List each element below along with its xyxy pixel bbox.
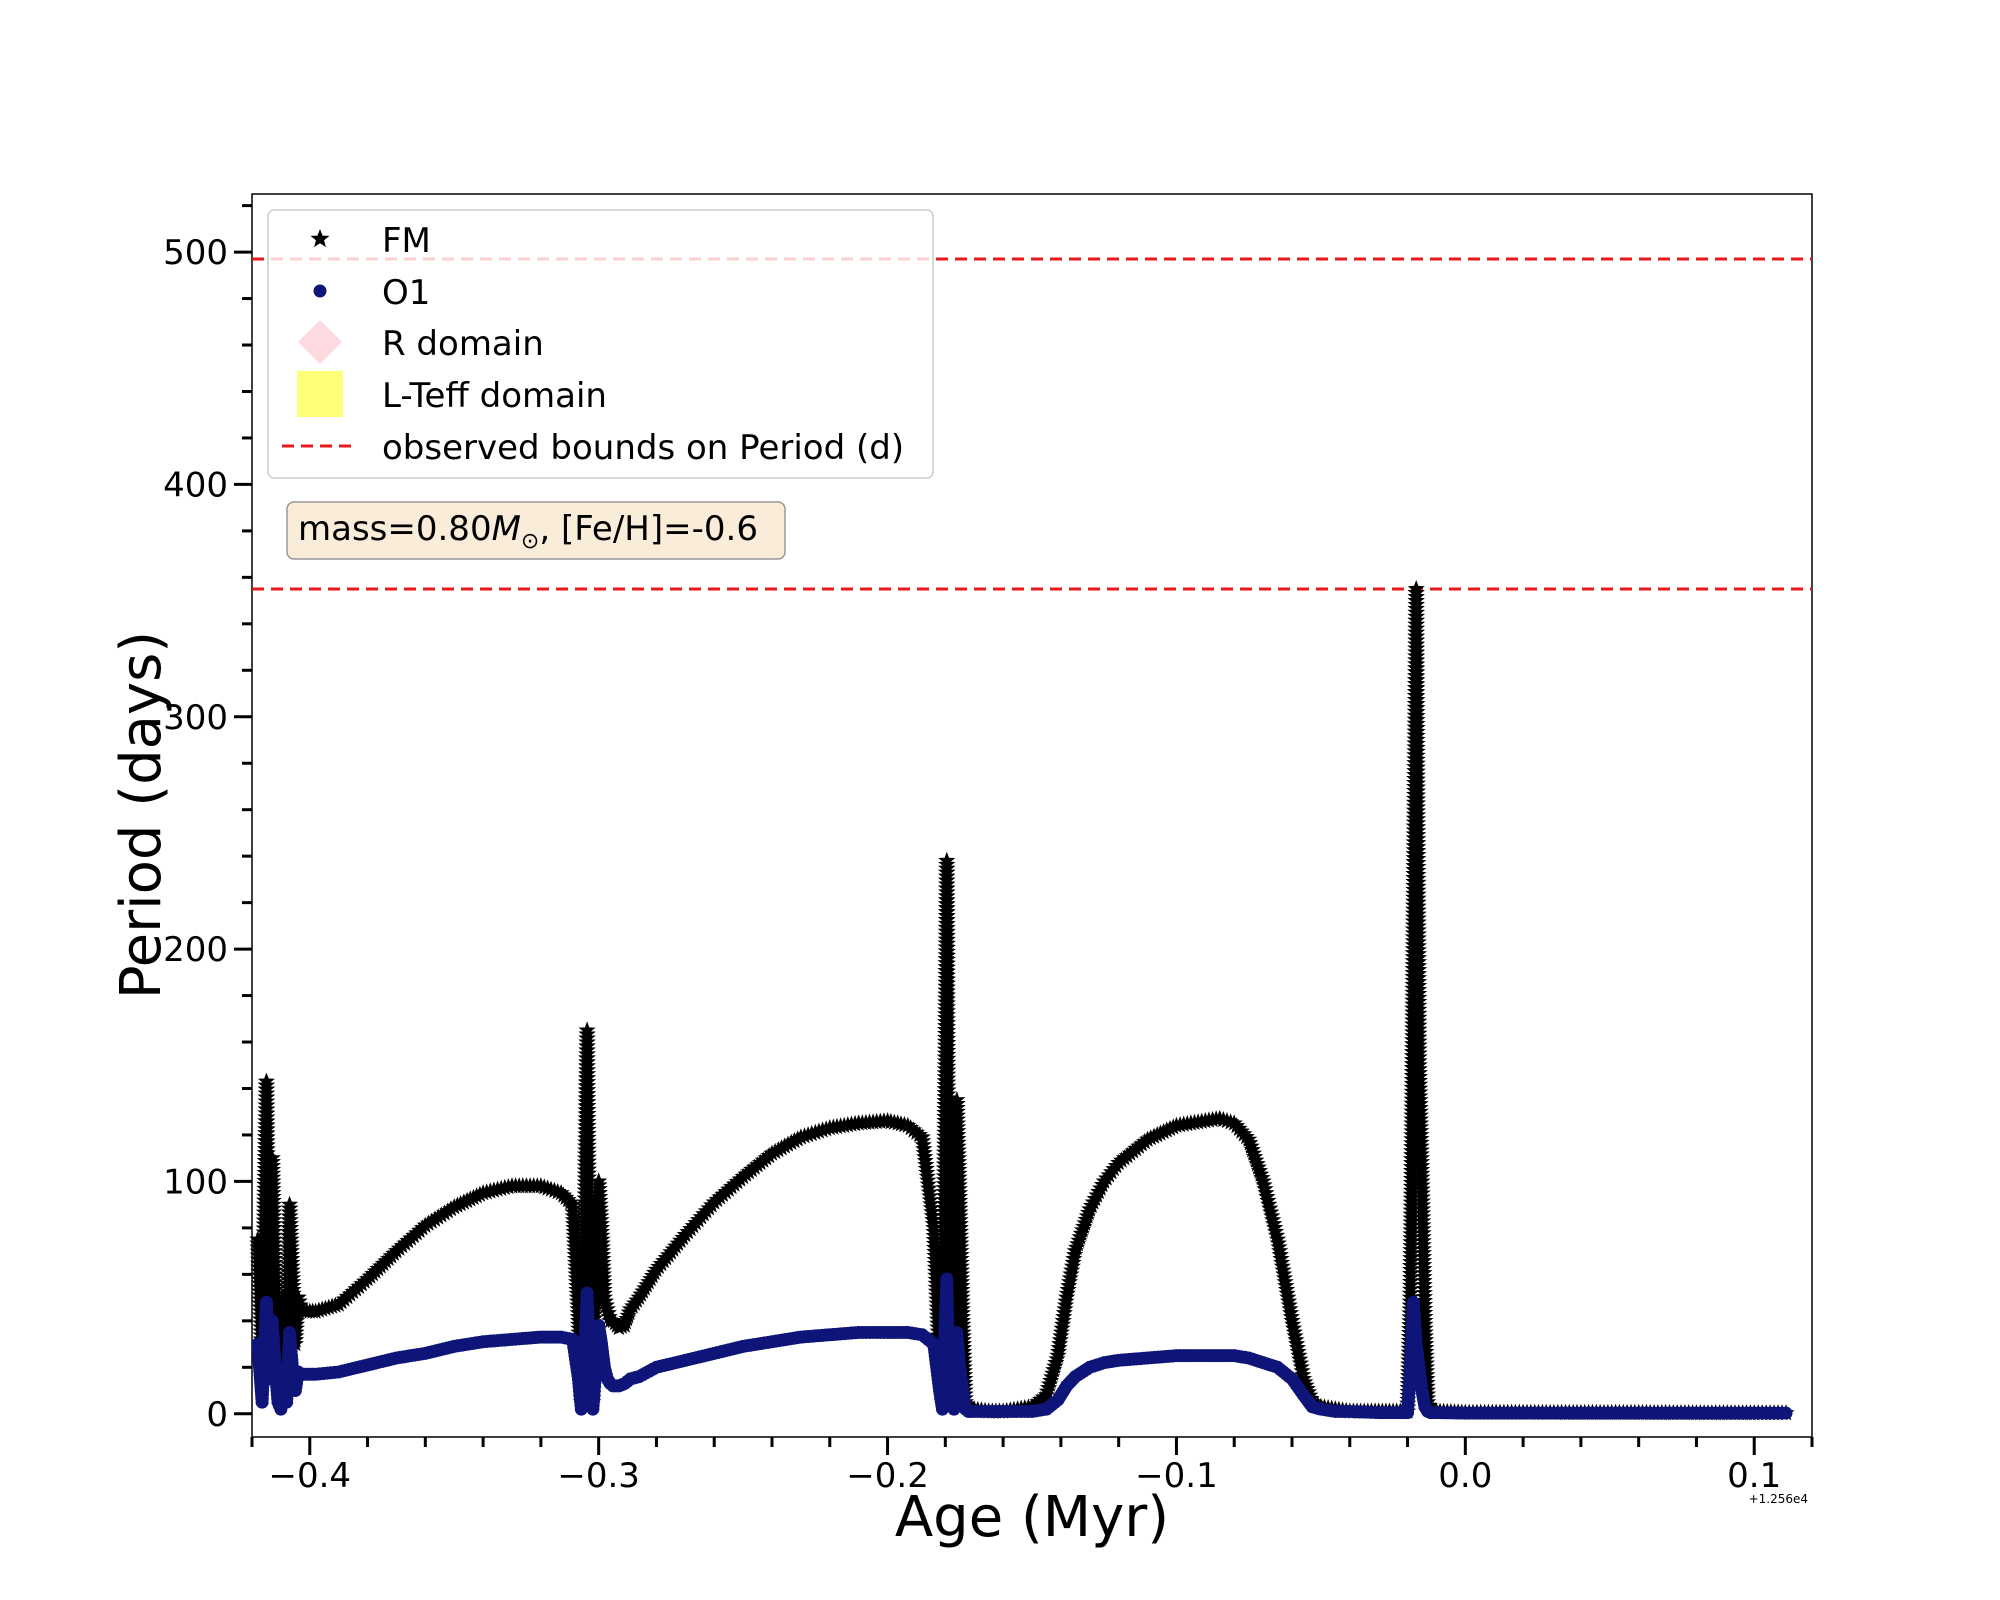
y-axis: 0 100 200 300 400 500: [163, 204, 252, 1435]
y-tick-label: 200: [163, 930, 228, 970]
y-tick-label: 300: [163, 698, 228, 738]
legend-frame: [267, 209, 934, 479]
fm-point: [561, 1193, 579, 1210]
x-tick-label: 0.1: [1727, 1456, 1781, 1496]
legend-item-o1: O1: [313, 273, 430, 313]
fm-point: [1230, 1119, 1248, 1136]
fm-point: [910, 1126, 928, 1143]
legend-label: R domain: [382, 324, 544, 364]
fm-point: [905, 1121, 923, 1138]
series-layer: [249, 580, 1795, 1421]
fm-point: [899, 1116, 917, 1133]
x-tick-label: −0.2: [846, 1456, 929, 1496]
fm-point: [1237, 1127, 1255, 1145]
fm-point: [552, 1184, 570, 1201]
y-tick-label: 0: [206, 1395, 228, 1435]
legend: FM O1 R domain L-Teff domain observed bounds…: [267, 209, 934, 479]
fm-point: [554, 1186, 572, 1203]
legend-label: FM: [382, 221, 431, 261]
x-tick-label: −0.4: [268, 1456, 351, 1496]
x-axis: −0.4 −0.3 −0.2 −0.1 0.0 0.1: [250, 1437, 1814, 1496]
annotation-text: mass=0.80M⊙, [Fe/H]=-0.6: [298, 509, 758, 554]
fm-point: [902, 1119, 920, 1136]
legend-label: O1: [382, 273, 430, 313]
legend-label: observed bounds on Period (d): [382, 428, 904, 468]
x-tick-label: −0.1: [1135, 1456, 1218, 1496]
legend-dot-icon: [313, 284, 327, 298]
fm-point: [1232, 1122, 1250, 1139]
fm-point: [1235, 1125, 1253, 1142]
annotation-subscript: ⊙: [521, 529, 539, 554]
annotation-symbol: M: [492, 509, 521, 549]
legend-star-icon: [310, 229, 330, 248]
bound-lines: [252, 257, 1812, 591]
annotation-suffix: , [Fe/H]=-0.6: [539, 509, 758, 549]
y-tick-label: 500: [163, 233, 228, 273]
y-axis-title: Period (days): [109, 631, 174, 999]
legend-item-r-domain: R domain: [298, 320, 544, 364]
legend-diamond-icon: [298, 320, 342, 364]
o1-point: [1779, 1406, 1793, 1420]
annotation-prefix: mass=0.80: [298, 509, 492, 549]
series-o1: [251, 1272, 1793, 1420]
x-offset-label: +1.256e4: [1749, 1492, 1808, 1506]
legend-item-observed-bounds-on-period-d: observed bounds on Period (d): [282, 428, 904, 468]
y-tick-label: 400: [163, 465, 228, 505]
x-tick-label: 0.0: [1438, 1456, 1492, 1496]
fm-point: [559, 1191, 577, 1208]
annotation-frame: [286, 501, 786, 560]
annotation-box: mass=0.80M⊙, [Fe/H]=-0.6: [286, 501, 786, 560]
x-axis-title: Age (Myr): [895, 1485, 1169, 1550]
fm-point: [907, 1123, 925, 1140]
legend-item-fm: FM: [310, 221, 431, 261]
fm-point: [557, 1188, 575, 1205]
legend-label: L-Teff domain: [382, 376, 607, 416]
legend-square-icon: [297, 371, 343, 417]
fm-point: [1225, 1114, 1243, 1131]
legend-item-l-teff-domain: L-Teff domain: [297, 371, 607, 417]
fm-point: [1228, 1117, 1246, 1134]
y-tick-label: 100: [163, 1162, 228, 1202]
x-tick-label: −0.3: [557, 1456, 640, 1496]
